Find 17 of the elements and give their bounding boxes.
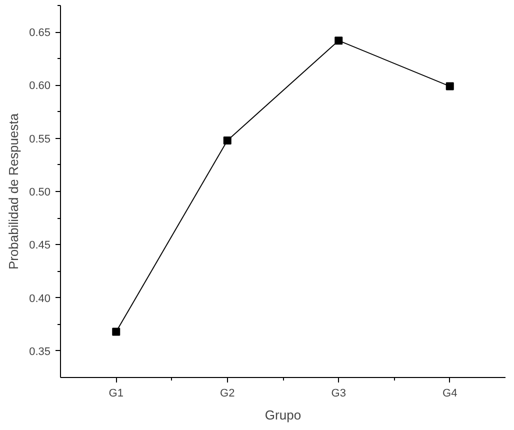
y-tick-label: 0.60 [29, 80, 51, 92]
y-tick-label: 0.50 [29, 186, 51, 198]
x-tick-label: G1 [108, 388, 124, 400]
point [446, 82, 454, 90]
point [223, 136, 232, 144]
y-tick-label: 0.45 [29, 240, 51, 252]
y-tick-label: 0.65 [29, 27, 51, 40]
x-tick-label: G2 [220, 388, 235, 400]
y-tick-label: 0.35 [29, 346, 51, 358]
y-tick-label: 0.55 [29, 133, 51, 146]
x-tick-label: G4 [442, 388, 458, 400]
y-axis-title: Probabilidad de Respuesta [6, 112, 22, 270]
y-tick-label: 0.40 [29, 292, 51, 305]
point [112, 328, 120, 336]
x-axis-title: Grupo [264, 408, 302, 422]
x-tick-label: G3 [331, 388, 346, 400]
point [334, 36, 343, 45]
